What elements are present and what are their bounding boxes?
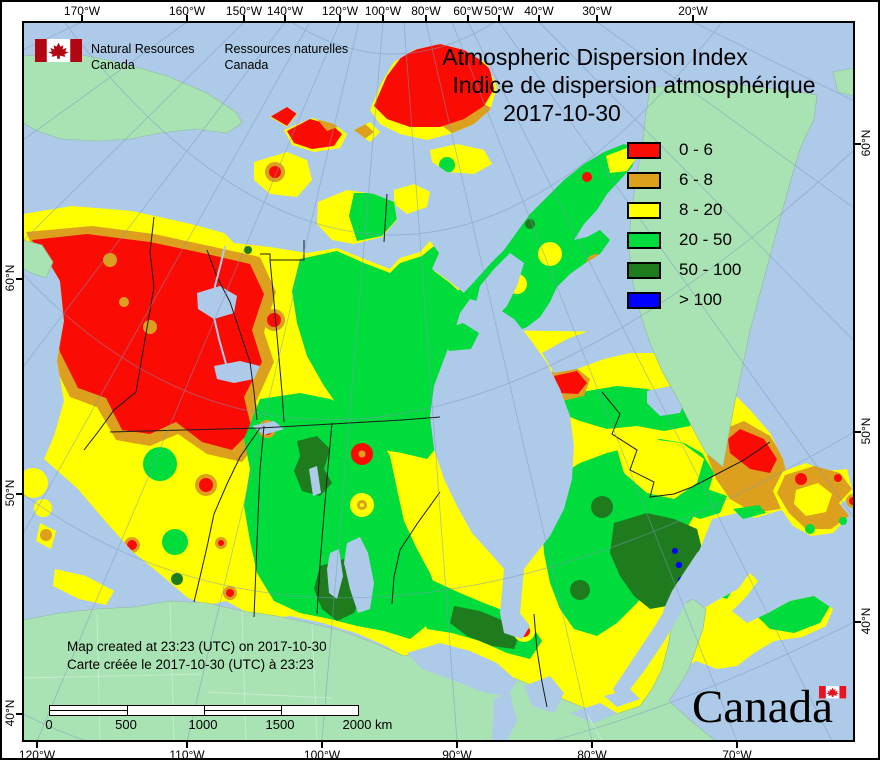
longitude-label: 120°W [18,748,56,762]
longitude-label: 70°W [722,748,752,762]
axis-tick [36,741,38,748]
map-title-fr: Indice de dispersion atmosphérique [452,72,816,98]
nrcan-logo: Natural Resources Canada Ressources natur… [35,39,348,73]
axis-tick [284,15,286,22]
axis-tick [736,741,738,748]
scale-label: 1500 [265,717,295,732]
axis-tick [692,15,694,22]
state-borders [23,602,603,741]
scale-label: 2000 [342,717,372,732]
mackenzie-river [211,245,227,365]
latitude-label: 60°N [859,129,873,157]
map-frame [22,21,855,742]
longitude-label: 100°W [303,748,341,762]
longitude-label: 80°W [411,4,441,18]
latitude-label: 60°N [3,264,17,292]
longitude-label: 90°W [442,748,472,762]
axis-tick [186,741,188,748]
legend-swatch [627,291,661,309]
wordmark-flag-icon [819,686,847,699]
scale-label: 0 [45,717,53,732]
longitude-label: 40°W [524,4,554,18]
legend-swatch [627,231,661,249]
creation-note: Map created at 23:23 (UTC) on 2017-10-30… [67,638,327,674]
legend-label: 8 - 20 [679,200,723,219]
legend-label: 20 - 50 [679,230,732,249]
nrcan-flag-icon [35,39,82,62]
axis-tick [854,143,861,145]
creation-note-en: Map created at 23:23 (UTC) on 2017-10-30 [67,639,327,654]
latitude-label: 40°N [3,699,17,727]
axis-tick [596,15,598,22]
map-area [23,22,854,741]
legend-row: 50 - 100 [627,255,741,285]
legend-row: 8 - 20 [627,195,741,225]
legend-row: > 100 [627,285,741,315]
longitude-label: 160°W [168,4,206,18]
longitude-label: 170°W [63,4,101,18]
axis-tick [16,493,23,495]
longitude-label: 50°W [484,4,514,18]
axis-tick [339,15,341,22]
scale-bar-labels: 0 500 1000 1500 2000 km [45,717,393,733]
legend: 0 - 6 6 - 8 8 - 20 20 - 50 50 - 100 > 100 [627,135,741,315]
legend-swatch [627,201,661,219]
scale-unit: km [375,717,393,732]
map-title-en: Atmospheric Dispersion Index [442,44,748,70]
coastal-islands [23,323,854,605]
axis-tick [16,278,23,280]
longitude-label: 110°W [169,748,205,762]
latitude-label: 50°N [3,479,17,507]
axis-tick [467,15,469,22]
axis-tick [16,713,23,715]
axis-tick [81,15,83,22]
longitude-label: 120°W [321,4,359,18]
scale-label: 500 [115,717,137,732]
province-borders [83,193,771,708]
legend-swatch [627,171,661,189]
axis-tick [538,15,540,22]
creation-note-fr: Carte créée le 2017-10-30 (UTC) à 23:23 [67,657,314,672]
legend-label: 50 - 100 [679,260,742,279]
axis-tick [321,741,323,748]
legend-label: 6 - 8 [679,170,714,189]
latitude-label: 40°N [859,607,873,635]
longitude-label: 150°W [225,4,263,18]
axis-tick [854,431,861,433]
legend-row: 6 - 8 [627,165,741,195]
scale-label: 1000 [188,717,218,732]
outside-lands [23,52,854,468]
longitude-label: 30°W [582,4,612,18]
legend-row: 0 - 6 [627,135,741,165]
longitude-label: 100°W [364,4,402,18]
axis-tick [243,15,245,22]
nrcan-en: Natural Resources Canada [91,42,195,72]
axis-tick [186,15,188,22]
canada-wordmark: Canada [692,681,833,733]
axis-tick [456,741,458,748]
axis-tick [498,15,500,22]
longitude-label: 20°W [678,4,708,18]
nrcan-fr: Ressources naturelles Canada [224,42,349,72]
scale-bar [49,705,359,716]
longitude-label: 60°W [453,4,483,18]
map-date: 2017-10-30 [503,100,621,126]
axis-tick [425,15,427,22]
legend-row: 20 - 50 [627,225,741,255]
legend-swatch [627,261,661,279]
longitude-label: 140°W [266,4,304,18]
latitude-label: 50°N [859,417,873,445]
water-bodies [23,253,850,741]
axis-tick [591,741,593,748]
axis-tick [382,15,384,22]
graticule-lines [23,22,854,741]
legend-label: > 100 [679,290,723,309]
legend-swatch [627,141,661,159]
axis-tick [854,621,861,623]
legend-label: 0 - 6 [679,140,714,159]
longitude-label: 80°W [577,748,607,762]
